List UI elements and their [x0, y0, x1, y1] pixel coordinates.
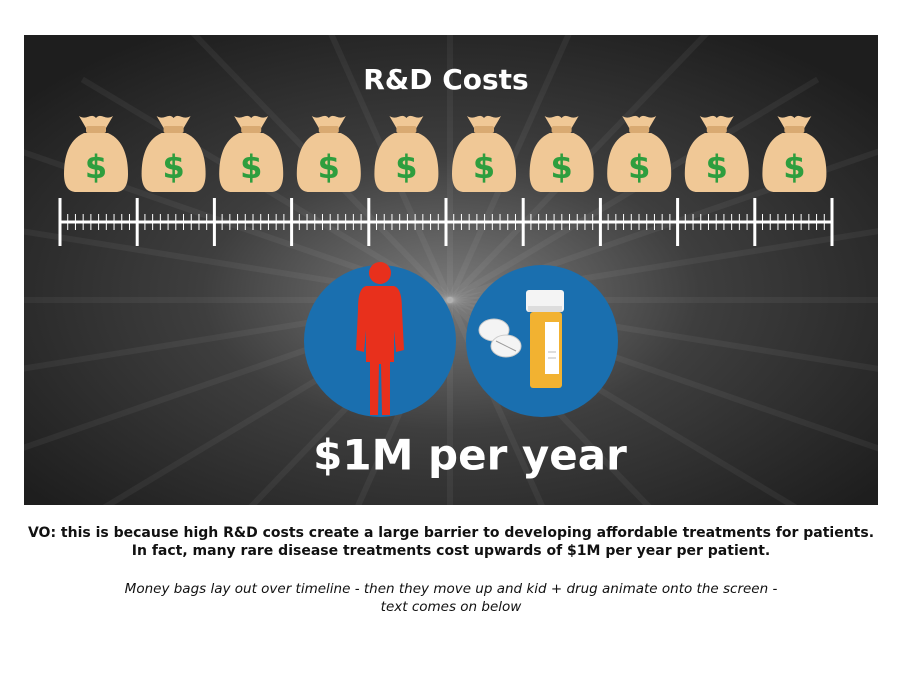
voiceover-line: VO: this is because high R&D costs creat… [28, 525, 874, 541]
bag-symbol: $ [318, 148, 340, 186]
bag-top [622, 115, 657, 128]
bag-body [296, 133, 361, 192]
bag-symbol: $ [240, 148, 262, 186]
bag-symbol: $ [162, 148, 184, 186]
bag-neck [551, 126, 572, 133]
bag-neck [163, 126, 184, 133]
bag-neck [86, 126, 106, 133]
timeline [58, 198, 834, 246]
frame-title: R&D Costs [363, 63, 528, 96]
bag-body [684, 133, 749, 192]
bag-body [607, 133, 672, 192]
bag-symbol: $ [473, 148, 495, 186]
money-bag: $ [374, 115, 439, 192]
bag-top [311, 115, 346, 128]
bag-body [452, 133, 516, 192]
money-bag: $ [684, 115, 749, 192]
bag-body [141, 133, 206, 192]
bag-top [234, 115, 269, 128]
medicine-icon [478, 290, 564, 388]
bag-top [389, 115, 424, 128]
bag-top [156, 115, 191, 128]
money-bags: $ $ $ $ $ $ $ $ $ $ [64, 115, 827, 192]
bag-top [699, 115, 734, 128]
money-bag: $ [529, 115, 594, 192]
bag-symbol: $ [706, 148, 728, 186]
money-bag: $ [141, 115, 206, 192]
money-bag: $ [762, 115, 827, 192]
bag-top [544, 115, 579, 128]
voiceover-line: In fact, many rare disease treatments co… [132, 543, 770, 559]
frame-background [24, 35, 878, 505]
caption: $1M per year [313, 431, 627, 480]
money-bag: $ [64, 115, 128, 192]
money-bag: $ [296, 115, 361, 192]
bag-symbol: $ [395, 148, 417, 186]
bag-top [467, 115, 501, 128]
bag-symbol: $ [550, 148, 572, 186]
bag-body [219, 133, 284, 192]
bag-body [762, 133, 827, 192]
bag-top [777, 115, 812, 128]
bag-neck [784, 126, 805, 133]
bag-symbol: $ [628, 148, 650, 186]
patient-icon [356, 262, 404, 415]
money-bag: $ [219, 115, 284, 192]
bag-body [529, 133, 594, 192]
money-bag: $ [607, 115, 672, 192]
money-bag: $ [452, 115, 516, 192]
bag-body [374, 133, 439, 192]
bag-neck [241, 126, 262, 133]
bag-neck [474, 126, 494, 133]
bag-neck [318, 126, 339, 133]
bag-top [79, 115, 113, 128]
note-line: Money bags lay out over timeline - then … [125, 581, 778, 597]
note-line: text comes on below [381, 599, 523, 615]
bag-symbol: $ [783, 148, 805, 186]
bag-neck [396, 126, 417, 133]
bag-neck [706, 126, 727, 133]
bag-body [64, 133, 128, 192]
bag-neck [629, 126, 650, 133]
bag-symbol: $ [85, 148, 107, 186]
ray [447, 0, 588, 302]
